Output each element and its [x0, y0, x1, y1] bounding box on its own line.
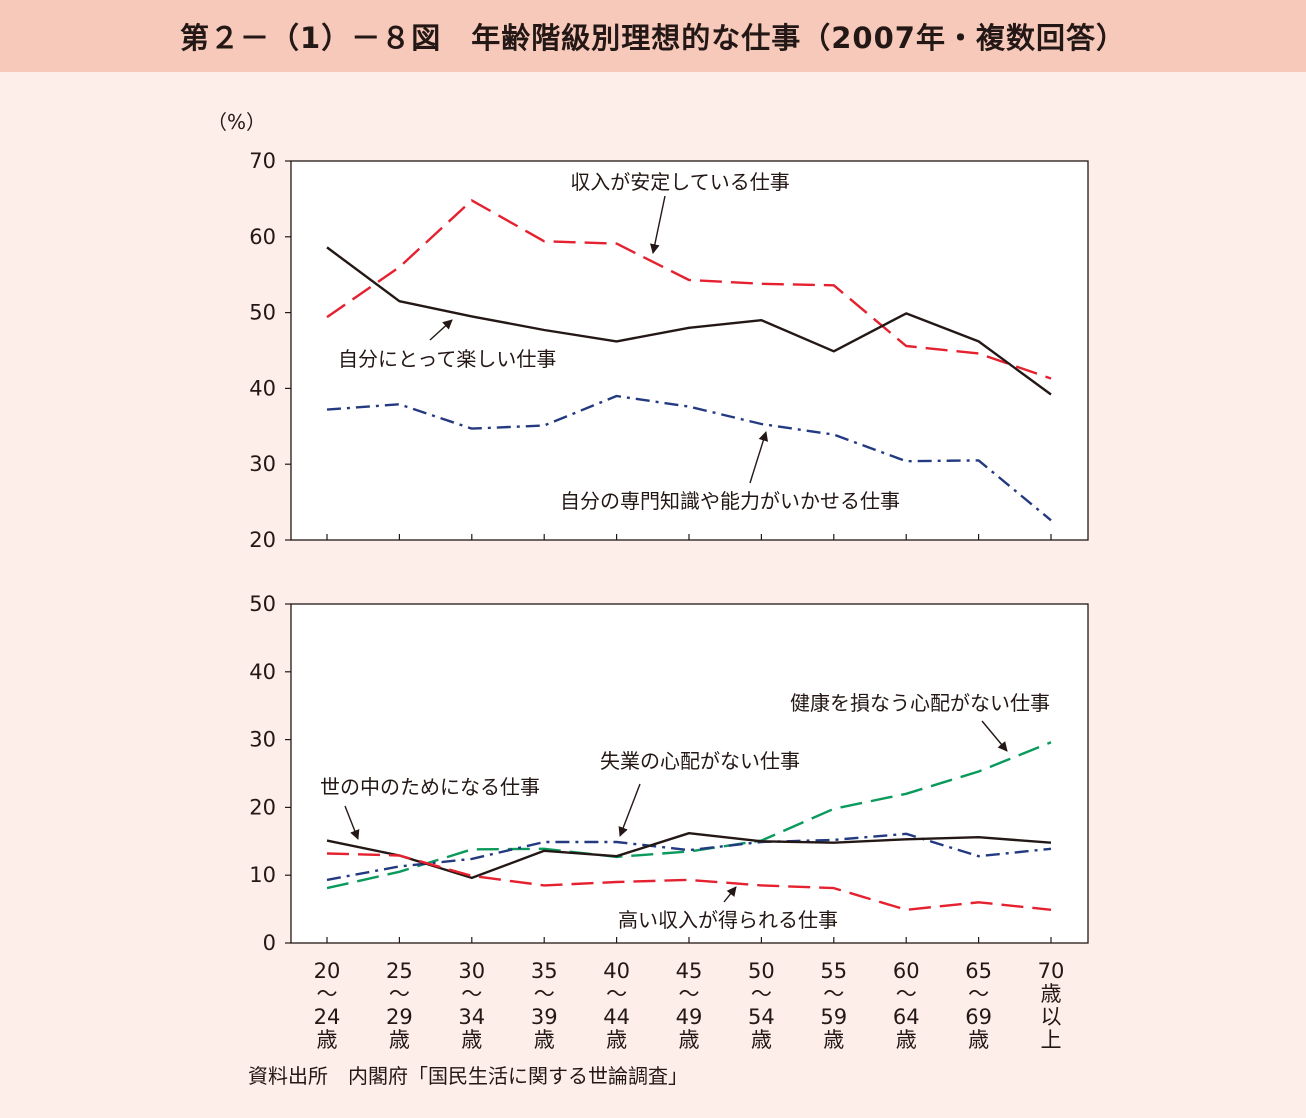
- bottom-ytick-label: 0: [263, 931, 276, 955]
- series-annotation-1-2: 世の中のためになる仕事: [320, 775, 540, 799]
- chart-title: 第２－（1）－８図 年齢階級別理想的な仕事（2007年・複数回答）: [180, 21, 1126, 55]
- x-axis-label: 上: [1041, 1028, 1062, 1052]
- top-ytick-label: 70: [249, 149, 276, 173]
- bottom-chart: 0 10 20 30 40 50: [249, 592, 1089, 955]
- x-axis-label: 歳: [968, 1028, 989, 1052]
- top-ytick-label: 40: [249, 376, 276, 400]
- top-series-line-0: [326, 199, 1052, 380]
- x-axis-label: 59: [820, 1005, 847, 1029]
- top-ytick-label: 30: [249, 452, 276, 476]
- series-annotation-1-3: 高い収入が得られる仕事: [618, 908, 838, 932]
- x-axis-label: 25: [386, 959, 413, 983]
- bottom-ytick-label: 20: [249, 795, 276, 819]
- top-ytick-label: 50: [249, 301, 276, 325]
- bottom-ytick-label: 30: [249, 728, 276, 752]
- annotation-arrow: [723, 886, 737, 903]
- x-axis-label: 35: [531, 959, 558, 983]
- top-ytick-label: 20: [249, 528, 276, 552]
- x-axis-label: 〜: [389, 982, 410, 1006]
- x-axis-label: 40: [603, 959, 630, 983]
- x-axis-label: 以: [1041, 1005, 1062, 1029]
- x-axis-label: 30: [458, 959, 485, 983]
- x-axis-label: 24: [314, 1005, 341, 1029]
- x-axis-label: 65: [965, 959, 992, 983]
- x-axis-label: 44: [603, 1005, 630, 1029]
- title-bar: 第２－（1）－８図 年齢階級別理想的な仕事（2007年・複数回答）: [0, 0, 1306, 72]
- x-axis-label: 20: [314, 959, 341, 983]
- x-axis-label: 〜: [534, 982, 555, 1006]
- x-axis-label: 70: [1038, 959, 1065, 983]
- x-axis-label: 〜: [751, 982, 772, 1006]
- annotations: 収入が安定している仕事自分にとって楽しい仕事自分の専門知識や能力がいかせる仕事健…: [320, 170, 1050, 932]
- top-unit-label: （%）: [207, 110, 266, 134]
- x-axis-label: 歳: [389, 1028, 410, 1052]
- series-annotation-1-1: 失業の心配がない仕事: [600, 749, 800, 773]
- x-axis-label: 歳: [823, 1028, 844, 1052]
- x-axis-label: 歳: [679, 1028, 700, 1052]
- bottom-ytick-label: 10: [249, 863, 276, 887]
- x-axis-label: 69: [965, 1005, 992, 1029]
- x-axis-label: 60: [893, 959, 920, 983]
- top-chart: （%） 20 30 40 50 60 70: [207, 110, 1089, 552]
- x-axis-label: 45: [676, 959, 703, 983]
- top-series-line-2: [326, 394, 1052, 522]
- bottom-plot-frame: [290, 603, 1089, 944]
- x-axis-label: 〜: [679, 982, 700, 1006]
- x-axis-label: 〜: [461, 982, 482, 1006]
- x-axis-label: 64: [893, 1005, 920, 1029]
- series-annotation-1-0: 健康を損なう心配がない仕事: [790, 691, 1050, 715]
- annotation-arrow: [650, 195, 666, 254]
- annotation-arrow: [749, 431, 769, 484]
- x-axis-label: 〜: [968, 982, 989, 1006]
- x-axis-label: 歳: [534, 1028, 555, 1052]
- x-axis-label: 55: [820, 959, 847, 983]
- x-axis-label: 歳: [751, 1028, 772, 1052]
- series-annotation-0-0: 収入が安定している仕事: [570, 170, 789, 194]
- x-axis-label: 歳: [461, 1028, 482, 1052]
- bottom-series-line-0: [326, 741, 1052, 890]
- x-axis-label: 29: [386, 1005, 413, 1029]
- x-axis-label: 歳: [896, 1028, 917, 1052]
- x-axis-label: 49: [676, 1005, 703, 1029]
- bottom-series-line-1: [326, 832, 1052, 882]
- bottom-ytick-label: 50: [249, 592, 276, 616]
- source-note: 資料出所 内閣府「国民生活に関する世論調査」: [248, 1064, 688, 1088]
- top-series-line-1: [326, 246, 1052, 396]
- series-annotation-0-1: 自分にとって楽しい仕事: [338, 347, 556, 371]
- x-axis-label: 〜: [823, 982, 844, 1006]
- top-plot-frame: [290, 160, 1089, 541]
- x-axis-label: 39: [531, 1005, 558, 1029]
- bottom-series-line-3: [326, 852, 1052, 911]
- x-axis-labels: 20〜24歳25〜29歳30〜34歳35〜39歳40〜44歳45〜49歳50〜5…: [314, 959, 1065, 1052]
- annotation-arrow: [981, 720, 1008, 752]
- x-axis-label: 54: [748, 1005, 775, 1029]
- x-axis-label: 50: [748, 959, 775, 983]
- x-axis-label: 歳: [317, 1028, 338, 1052]
- x-axis-label: 34: [458, 1005, 485, 1029]
- annotation-arrow: [429, 319, 453, 341]
- x-axis-label: 〜: [317, 982, 338, 1006]
- annotation-arrow: [618, 783, 641, 837]
- x-axis-label: 〜: [606, 982, 627, 1006]
- top-ytick-label: 60: [249, 225, 276, 249]
- x-axis-label: 歳: [606, 1028, 627, 1052]
- bottom-series-line-2: [326, 832, 1052, 880]
- x-axis-label: 歳: [1041, 982, 1062, 1006]
- annotation-arrow: [344, 805, 360, 840]
- x-axis-label: 〜: [896, 982, 917, 1006]
- bottom-ytick-label: 40: [249, 660, 276, 684]
- series-annotation-0-2: 自分の専門知識や能力がいかせる仕事: [560, 489, 900, 513]
